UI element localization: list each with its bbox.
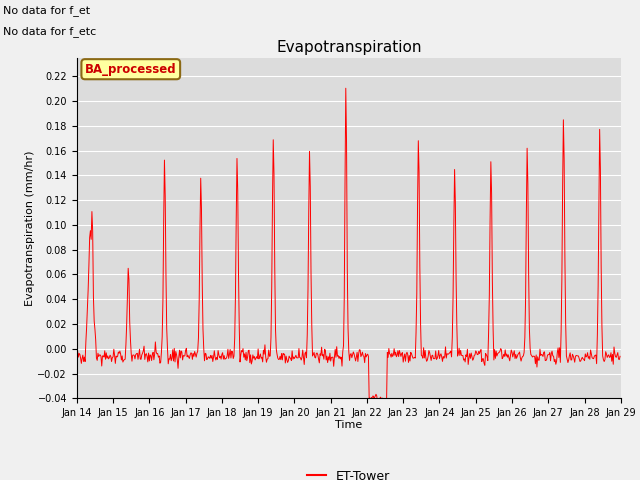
Text: No data for f_etc: No data for f_etc <box>3 26 97 37</box>
Text: No data for f_et: No data for f_et <box>3 5 90 16</box>
Text: BA_processed: BA_processed <box>85 63 177 76</box>
Title: Evapotranspiration: Evapotranspiration <box>276 40 422 55</box>
Y-axis label: Evapotranspiration (mm/hr): Evapotranspiration (mm/hr) <box>25 150 35 306</box>
X-axis label: Time: Time <box>335 420 362 430</box>
Legend: ET-Tower: ET-Tower <box>302 465 396 480</box>
